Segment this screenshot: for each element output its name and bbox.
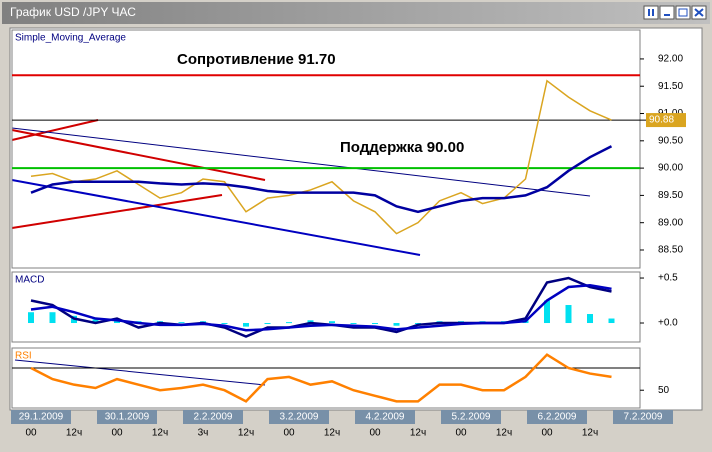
price-label-box: [646, 113, 686, 128]
date-box: [269, 410, 329, 424]
hour-label: 12ч: [152, 428, 168, 439]
series-line: [30, 145, 613, 214]
histogram-bar: [329, 321, 335, 324]
histogram-bar: [92, 319, 99, 324]
icon: [664, 14, 670, 16]
y-tick-label: 90.50: [658, 135, 683, 146]
panel: [11, 347, 641, 409]
date-label: 7.2.2009: [624, 412, 663, 423]
histogram-bar: [565, 305, 572, 324]
date-label: 30.1.2009: [105, 412, 150, 423]
date-label: 4.2.2009: [366, 412, 405, 423]
y-tick-label: 50: [658, 385, 670, 396]
trendline: [11, 179, 421, 256]
icon: [694, 8, 704, 17]
panel: [11, 271, 641, 343]
histogram-bar: [243, 323, 249, 327]
series-line: [30, 276, 612, 338]
indicator-label: Simple_Moving_Average: [15, 33, 126, 44]
hour-label: 3ч: [198, 428, 209, 439]
y-tick-label: 92.00: [658, 54, 683, 65]
trendline: [11, 119, 99, 141]
histogram-bar: [544, 300, 550, 324]
trendline: [11, 194, 223, 229]
date-label: 5.2.2009: [452, 412, 491, 423]
histogram-bar: [28, 312, 34, 324]
maximize-button[interactable]: [675, 5, 691, 20]
y-tick-label: +0.0: [658, 318, 678, 329]
date-box: [355, 410, 415, 424]
y-tick-label: +0.5: [658, 273, 678, 284]
hour-label: 00: [111, 428, 123, 439]
indicator-label: MACD: [15, 275, 44, 286]
series-line: [30, 79, 612, 235]
hour-label: 12ч: [324, 428, 340, 439]
date-label: 29.1.2009: [19, 412, 64, 423]
date-box: [527, 410, 587, 424]
date-box: [97, 410, 157, 424]
icon: [652, 9, 654, 16]
indicator-label: RSI: [15, 351, 32, 362]
hour-label: 12ч: [496, 428, 512, 439]
histogram-bar: [221, 323, 228, 325]
date-label: 2.2.2009: [194, 412, 233, 423]
trendlines: [11, 119, 591, 386]
window-title: График USD /JPY ЧАС: [10, 5, 136, 19]
restore-button[interactable]: [643, 5, 659, 20]
hour-label: 12ч: [66, 428, 82, 439]
title-bar: [2, 2, 710, 24]
hour-label: 00: [369, 428, 381, 439]
y-tick-label: 90.00: [658, 163, 683, 174]
trendline: [14, 359, 266, 386]
trendline: [11, 127, 591, 197]
trendline: [11, 129, 266, 181]
annotation: Сопротивление 91.70: [177, 51, 336, 68]
histogram-bar: [393, 323, 400, 326]
panel: [11, 29, 641, 269]
date-label: 6.2.2009: [538, 412, 577, 423]
hour-label: 12ч: [582, 428, 598, 439]
annotation: Поддержка 90.00: [340, 139, 464, 156]
chart-area: [9, 27, 703, 411]
histogram-bar: [372, 323, 378, 325]
histogram-bar: [307, 320, 314, 324]
hour-label: 12ч: [238, 428, 254, 439]
date-box: [11, 410, 71, 424]
hour-label: 00: [541, 428, 553, 439]
hour-label: 00: [455, 428, 467, 439]
window-buttons[interactable]: [643, 5, 707, 20]
hour-label: 12ч: [410, 428, 426, 439]
y-tick-label: 88.50: [658, 245, 683, 256]
date-box: [441, 410, 501, 424]
price-label: 90.88: [649, 115, 674, 126]
icon: [648, 9, 650, 16]
y-tick-label: 89.50: [658, 190, 683, 201]
histogram-bar: [415, 323, 421, 325]
y-tick-label: 89.00: [658, 217, 683, 228]
hour-label: 00: [25, 428, 37, 439]
histogram-bar: [178, 322, 185, 324]
date-box: [613, 410, 673, 424]
histogram-bar: [286, 322, 292, 324]
histogram-bar: [264, 323, 271, 325]
histogram-bar: [608, 318, 615, 324]
series-line: [30, 283, 612, 332]
minimize-button[interactable]: [659, 5, 675, 20]
y-tick-label: 91.50: [658, 81, 683, 92]
icon: [678, 8, 688, 17]
date-label: 3.2.2009: [280, 412, 319, 423]
histogram-bar: [350, 323, 357, 325]
histogram-bar: [587, 314, 593, 324]
histogram-bar: [49, 312, 56, 324]
hour-label: 00: [283, 428, 295, 439]
series-line: [30, 353, 612, 403]
date-box: [183, 410, 243, 424]
